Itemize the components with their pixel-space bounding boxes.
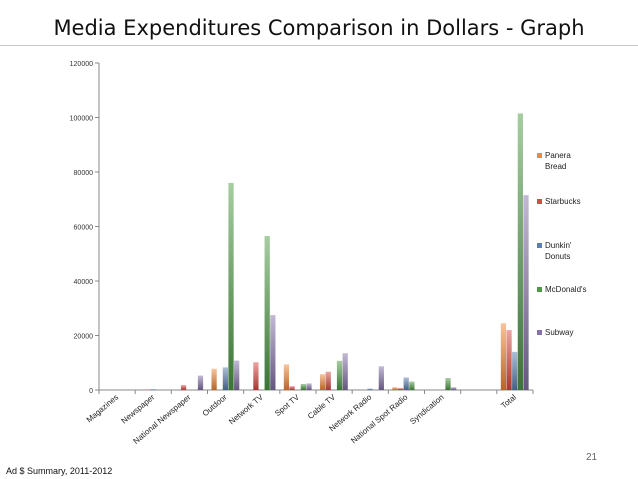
title-divider <box>0 45 638 46</box>
bar <box>392 387 398 390</box>
y-tick-label: 20000 <box>74 334 94 341</box>
bar <box>506 330 512 390</box>
bar <box>264 236 270 390</box>
bar <box>517 113 523 390</box>
y-tick-label: 40000 <box>74 279 94 286</box>
legend-swatch <box>537 199 542 204</box>
bar <box>403 377 409 390</box>
legend-label: Panera Bread <box>545 151 571 171</box>
y-tick-label: 120000 <box>70 61 93 68</box>
y-tick-label: 0 <box>89 388 93 395</box>
bars <box>144 113 529 390</box>
x-tick-label: Newspaper <box>120 392 157 425</box>
legend-swatch <box>537 287 542 292</box>
bar <box>512 351 518 390</box>
y-axis: 0 20000 40000 60000 80000 100000 120000 <box>70 61 100 395</box>
bar <box>319 374 326 390</box>
bar <box>300 384 306 390</box>
bar <box>409 381 415 390</box>
bar <box>500 323 507 390</box>
legend-swatch <box>537 153 542 158</box>
x-tick-label: Spot TV <box>273 392 301 418</box>
bar <box>523 195 529 390</box>
legend-swatch <box>537 243 542 248</box>
legend-label: McDonald's <box>545 285 587 294</box>
bar <box>253 362 259 390</box>
bar <box>234 360 240 390</box>
bar <box>325 371 331 390</box>
bar <box>197 375 204 390</box>
footer-note: Ad $ Summary, 2011-2012 <box>6 466 113 476</box>
legend-swatch <box>537 330 542 335</box>
bar <box>228 182 234 390</box>
bar <box>306 383 312 390</box>
bar <box>270 315 276 390</box>
legend-label: Dunkin' Donuts <box>545 241 572 261</box>
page-number: 21 <box>586 452 598 463</box>
bar <box>222 367 229 390</box>
bar <box>378 366 384 390</box>
x-tick-label: Network TV <box>227 392 265 426</box>
bar <box>451 387 457 390</box>
bar <box>367 388 373 390</box>
bar <box>336 360 343 390</box>
legend-label: Starbucks <box>545 197 581 206</box>
bar <box>397 388 404 390</box>
bar <box>150 389 156 390</box>
x-tick-label: Total <box>499 392 518 410</box>
bar <box>283 364 290 390</box>
x-tick-label: Cable TV <box>306 392 338 421</box>
bar <box>144 389 151 390</box>
bar <box>211 368 217 390</box>
bar <box>289 386 295 390</box>
slide-title: Media Expenditures Comparison in Dollars… <box>53 16 585 40</box>
legend-label: Subway <box>545 328 574 337</box>
x-tick-label: Outdoor <box>201 392 229 418</box>
y-tick-label: 100000 <box>70 116 93 123</box>
x-tick-label: Syndication <box>408 393 445 426</box>
y-tick-label: 60000 <box>74 225 94 232</box>
bar <box>180 385 187 390</box>
x-tick-label: Magazines <box>85 393 120 425</box>
bar <box>445 378 451 390</box>
bar <box>342 353 348 390</box>
y-tick-label: 80000 <box>74 170 94 177</box>
